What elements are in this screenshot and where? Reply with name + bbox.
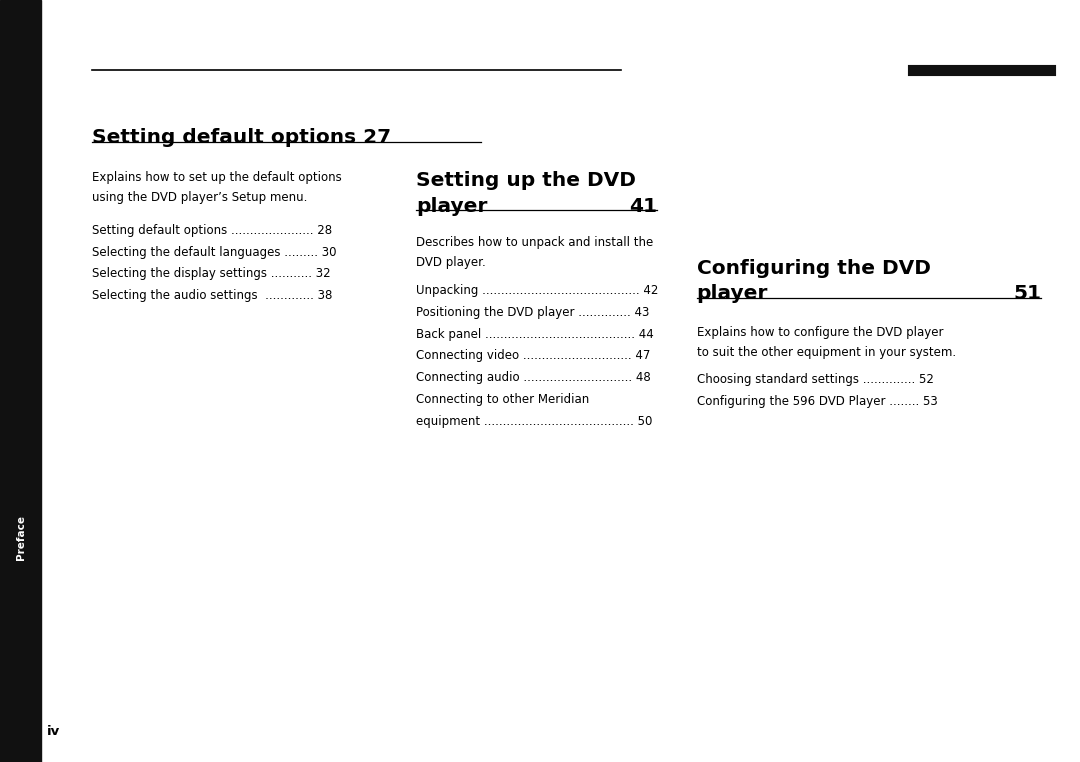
Text: 41: 41 xyxy=(629,197,657,216)
Bar xyxy=(0,0,41,762)
Text: Positioning the DVD player .............. 43: Positioning the DVD player .............… xyxy=(416,306,649,319)
Text: 51: 51 xyxy=(1013,284,1041,303)
Text: Setting default options ...................... 28: Setting default options ................… xyxy=(92,224,332,237)
Text: iv: iv xyxy=(48,725,60,738)
Text: Explains how to set up the default options
using the DVD player’s Setup menu.: Explains how to set up the default optio… xyxy=(92,171,341,204)
Text: Describes how to unpack and install the
DVD player.: Describes how to unpack and install the … xyxy=(416,236,653,269)
Text: Connecting video ............................. 47: Connecting video .......................… xyxy=(416,349,650,363)
Text: player: player xyxy=(416,197,487,216)
Text: player: player xyxy=(697,284,768,303)
Text: Setting default options 27: Setting default options 27 xyxy=(92,128,391,147)
Text: Explains how to configure the DVD player
to suit the other equipment in your sys: Explains how to configure the DVD player… xyxy=(697,326,956,359)
Text: Back panel ........................................ 44: Back panel .............................… xyxy=(416,328,653,341)
Text: Connecting to other Meridian: Connecting to other Meridian xyxy=(416,393,589,406)
Text: Selecting the display settings ........... 32: Selecting the display settings .........… xyxy=(92,267,330,280)
Text: equipment ........................................ 50: equipment ..............................… xyxy=(416,415,652,427)
Text: Preface: Preface xyxy=(15,514,26,560)
Text: Connecting audio ............................. 48: Connecting audio .......................… xyxy=(416,371,650,384)
Text: Configuring the 596 DVD Player ........ 53: Configuring the 596 DVD Player ........ … xyxy=(697,395,937,408)
Text: Setting up the DVD: Setting up the DVD xyxy=(416,171,636,190)
Text: Configuring the DVD: Configuring the DVD xyxy=(697,259,931,278)
Text: Choosing standard settings .............. 52: Choosing standard settings .............… xyxy=(697,373,933,386)
Text: Selecting the default languages ......... 30: Selecting the default languages ........… xyxy=(92,245,336,259)
Text: Unpacking .......................................... 42: Unpacking ..............................… xyxy=(416,284,658,297)
Text: Selecting the audio settings  ............. 38: Selecting the audio settings ...........… xyxy=(92,290,333,303)
